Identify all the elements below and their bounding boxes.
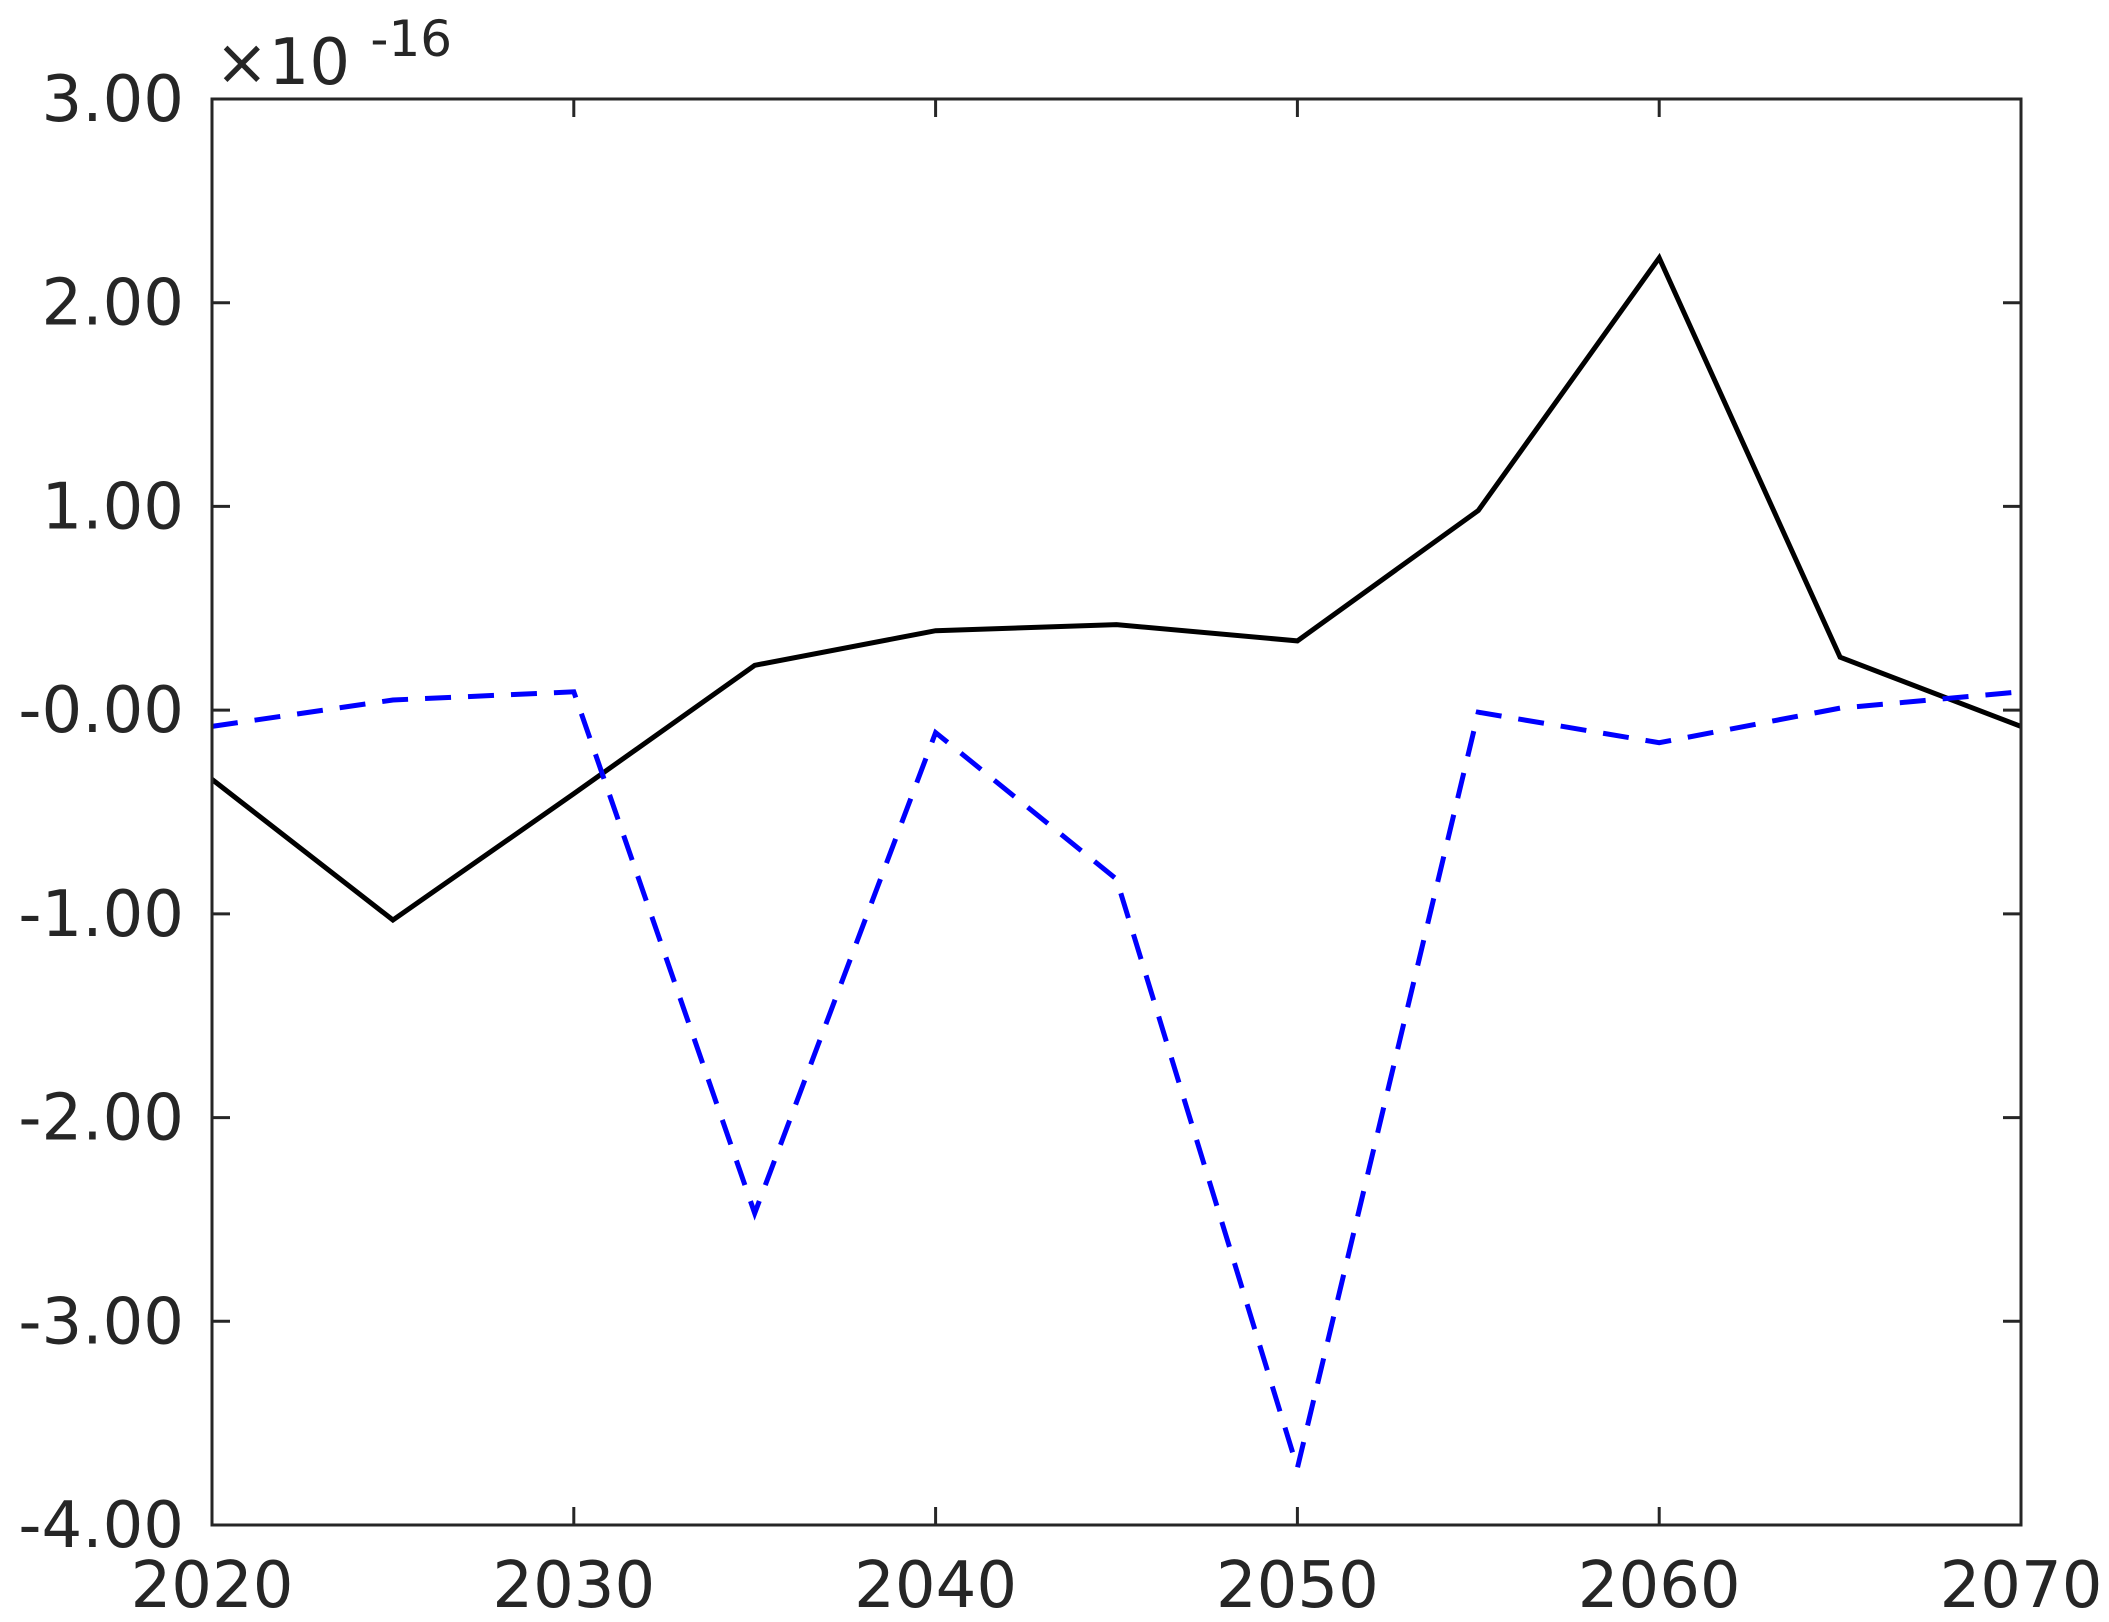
axes-layer: 2020 2030 2040 2050 2060 2070 3.00 2.00 1.00 -0.0… bbox=[18, 63, 2102, 1622]
x-tick-label: 2060 bbox=[1578, 1549, 1741, 1622]
y-axis-exponent-power: -16 bbox=[370, 10, 452, 68]
y-axis-exponent: ×10 -16 bbox=[215, 10, 452, 100]
series-1-line bbox=[210, 252, 2022, 924]
series-layer bbox=[210, 252, 2022, 1478]
y-tick-label: -3.00 bbox=[18, 1285, 184, 1359]
y-tick-label: -0.00 bbox=[18, 674, 184, 748]
x-tick-label: 2030 bbox=[492, 1549, 655, 1622]
y-tick-label: 1.00 bbox=[42, 470, 185, 544]
series-2-line bbox=[211, 689, 2022, 1478]
x-tick-label: 2040 bbox=[854, 1549, 1017, 1622]
y-tick-label: 2.00 bbox=[42, 267, 185, 341]
plot-frame bbox=[210, 97, 2023, 1527]
y-tick-label: -2.00 bbox=[18, 1082, 184, 1156]
x-tick-label: 2020 bbox=[131, 1549, 294, 1622]
y-axis-exponent-base: ×10 bbox=[215, 26, 350, 100]
y-tick-label: -4.00 bbox=[18, 1489, 184, 1563]
x-tick-label: 2050 bbox=[1216, 1549, 1379, 1622]
x-tick-label: 2070 bbox=[1940, 1549, 2103, 1622]
y-tick-label: -1.00 bbox=[18, 878, 184, 952]
y-tick-label: 3.00 bbox=[42, 63, 185, 137]
